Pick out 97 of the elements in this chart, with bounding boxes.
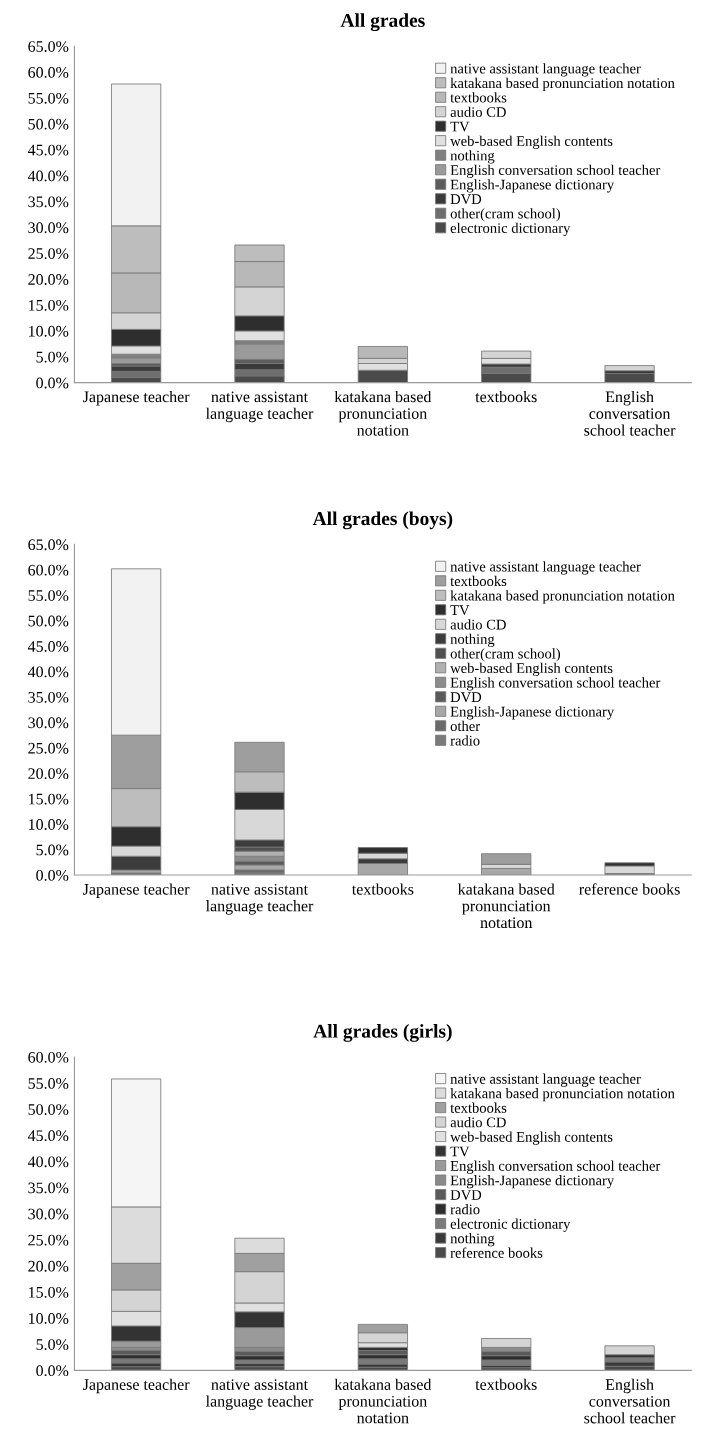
- x-tick-label: English conversation school teacher: [584, 1378, 676, 1424]
- legend-label: nothing: [450, 1233, 495, 1247]
- legend-label: TV: [450, 121, 470, 132]
- y-tick-label: 30.0%: [28, 1208, 69, 1220]
- y-tick-label: 25.0%: [28, 742, 69, 754]
- x-tick-label: textbooks: [351, 883, 414, 895]
- y-tick-label: 15.0%: [29, 1286, 69, 1298]
- y-tick-label: 65.0%: [28, 41, 69, 52]
- chart-title: All grades (boys): [312, 511, 453, 530]
- x-tick-label: katakana based pronunciation notation: [457, 883, 555, 929]
- x-tick-label: Japanese teacher: [83, 883, 190, 898]
- y-tick-label: 50.0%: [28, 118, 69, 130]
- y-tick-label: 55.0%: [28, 92, 69, 104]
- y-tick-label: 0.0%: [36, 869, 69, 881]
- legend-label: web-based English contents: [450, 662, 613, 677]
- x-tick-label: Japanese teacher: [83, 390, 190, 406]
- y-tick-label: 15.0%: [29, 793, 69, 805]
- legend-label: audio CD: [450, 619, 506, 630]
- y-tick-label: 40.0%: [27, 666, 69, 678]
- legend-label: katakana based pronunciation notation: [450, 77, 675, 91]
- legend-label: audio CD: [450, 1117, 506, 1128]
- y-tick-label: 35.0%: [28, 691, 69, 703]
- legend-label: radio: [450, 735, 480, 746]
- y-tick-label: 0.0%: [36, 1365, 69, 1377]
- y-tick-label: 60.0%: [28, 564, 69, 576]
- legend-label: electronic dictionary: [450, 1218, 571, 1232]
- x-tick-label: native assistant language teacher: [205, 1379, 314, 1410]
- legend-label: English conversation school teacher: [450, 164, 661, 178]
- x-tick-label: native assistant language teacher: [205, 391, 314, 423]
- legend-label: TV: [450, 1146, 470, 1157]
- y-tick-label: 35.0%: [28, 1182, 69, 1194]
- legend-label: English-Japanese dictionary: [450, 1175, 615, 1189]
- legend-label: web-based English contents: [450, 1131, 613, 1145]
- y-tick-label: 35.0%: [28, 196, 69, 208]
- legend-label: DVD: [450, 692, 482, 703]
- legend-label: textbooks: [450, 92, 507, 103]
- y-tick-label: 10.0%: [29, 1313, 69, 1324]
- y-tick-label: 20.0%: [28, 1260, 69, 1272]
- x-tick-label: native assistant language teacher: [205, 883, 314, 915]
- legend-label: other(cram school): [450, 208, 561, 222]
- y-tick-label: 25.0%: [28, 1234, 69, 1246]
- legend-label: textbooks: [450, 1102, 507, 1113]
- chart-title: All grades: [340, 13, 425, 32]
- y-tick-label: 45.0%: [27, 144, 69, 156]
- legend-label: nothing: [450, 633, 495, 648]
- legend-label: other(cram school): [450, 648, 561, 662]
- legend-label: native assistant language teacher: [450, 561, 641, 575]
- y-tick-label: 65.0%: [28, 539, 69, 551]
- legend-label: other: [450, 720, 480, 732]
- legend-label: DVD: [450, 1190, 482, 1200]
- x-tick-label: Japanese teacher: [83, 1378, 190, 1394]
- x-tick-label: English conversation school teacher: [584, 390, 676, 436]
- x-tick-label: reference books: [579, 883, 680, 895]
- y-tick-label: 45.0%: [27, 1130, 69, 1142]
- y-tick-label: 5.0%: [36, 844, 69, 856]
- y-tick-label: 30.0%: [28, 717, 69, 729]
- y-tick-label: 10.0%: [29, 819, 69, 830]
- y-tick-label: 55.0%: [28, 1078, 69, 1089]
- y-tick-label: 10.0%: [29, 325, 69, 337]
- legend-label: textbooks: [450, 575, 507, 587]
- legend-label: katakana based pronunciation notation: [450, 1088, 675, 1102]
- x-tick-label: textbooks: [475, 390, 537, 403]
- y-tick-label: 5.0%: [36, 351, 69, 363]
- y-tick-label: 20.0%: [28, 768, 69, 780]
- legend-label: audio CD: [450, 106, 506, 117]
- legend-label: DVD: [450, 194, 482, 205]
- y-tick-label: 0.0%: [36, 377, 69, 389]
- legend-label: radio: [450, 1204, 480, 1215]
- legend-label: nothing: [450, 150, 495, 164]
- legend-label: katakana based pronunciation notation: [450, 590, 675, 604]
- y-tick-label: 40.0%: [27, 1156, 69, 1168]
- legend-label: web-based English contents: [450, 135, 613, 149]
- y-tick-label: 25.0%: [28, 248, 69, 260]
- y-tick-label: 30.0%: [28, 222, 69, 234]
- chart-title: All grades (girls): [313, 1024, 452, 1042]
- x-tick-label: katakana based pronunciation notation: [334, 1378, 432, 1424]
- y-tick-label: 60.0%: [28, 1051, 69, 1063]
- y-tick-label: 45.0%: [27, 641, 69, 652]
- legend-label: English-Japanese dictionary: [450, 706, 615, 720]
- legend-label: reference books: [450, 1247, 543, 1258]
- legend-label: native assistant language teacher: [450, 1073, 641, 1087]
- y-tick-label: 40.0%: [27, 170, 69, 182]
- legend-label: English-Japanese dictionary: [450, 179, 615, 193]
- x-tick-label: katakana based pronunciation notation: [334, 390, 432, 436]
- y-tick-label: 55.0%: [28, 590, 69, 602]
- legend-label: TV: [450, 605, 470, 616]
- y-tick-label: 60.0%: [28, 67, 69, 78]
- legend-label: native assistant language teacher: [450, 63, 641, 77]
- legend-label: English conversation school teacher: [450, 1160, 661, 1174]
- y-tick-label: 5.0%: [36, 1339, 69, 1351]
- y-tick-label: 50.0%: [28, 1104, 69, 1115]
- legend-label: English conversation school teacher: [450, 677, 661, 691]
- y-tick-label: 15.0%: [29, 299, 69, 311]
- y-tick-label: 50.0%: [28, 615, 69, 627]
- y-tick-label: 20.0%: [28, 274, 69, 285]
- legend-label: electronic dictionary: [450, 222, 571, 236]
- x-tick-label: textbooks: [475, 1378, 537, 1390]
